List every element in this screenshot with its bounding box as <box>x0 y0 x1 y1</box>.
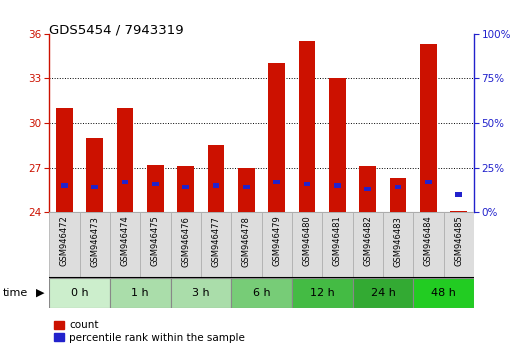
Bar <box>413 278 474 308</box>
Bar <box>238 168 255 212</box>
Bar <box>420 44 437 212</box>
Bar <box>425 180 432 184</box>
Bar <box>61 183 68 188</box>
Bar <box>390 178 407 212</box>
Bar <box>443 212 474 278</box>
Bar <box>231 212 262 278</box>
Bar <box>152 182 159 186</box>
Text: 3 h: 3 h <box>192 288 210 298</box>
Text: GSM946475: GSM946475 <box>151 216 160 267</box>
Text: GSM946478: GSM946478 <box>242 216 251 267</box>
Bar <box>91 185 98 189</box>
Bar <box>49 278 110 308</box>
Text: GSM946473: GSM946473 <box>90 216 99 267</box>
Bar <box>56 108 73 212</box>
Legend: count, percentile rank within the sample: count, percentile rank within the sample <box>54 320 245 343</box>
Text: GSM946479: GSM946479 <box>272 216 281 267</box>
Bar <box>110 278 170 308</box>
Bar <box>274 180 280 184</box>
Bar <box>365 187 371 191</box>
Bar <box>208 145 224 212</box>
Bar <box>451 211 467 212</box>
Text: GSM946477: GSM946477 <box>211 216 221 267</box>
Text: GSM946476: GSM946476 <box>181 216 190 267</box>
Bar <box>322 212 353 278</box>
Bar <box>262 212 292 278</box>
Bar <box>243 185 250 189</box>
Bar <box>413 212 443 278</box>
Text: ▶: ▶ <box>36 288 44 298</box>
Text: GSM946472: GSM946472 <box>60 216 69 267</box>
Text: GSM946484: GSM946484 <box>424 216 433 267</box>
Bar <box>329 78 346 212</box>
Bar <box>182 185 189 189</box>
Text: GSM946482: GSM946482 <box>363 216 372 267</box>
Bar <box>140 212 170 278</box>
Text: 48 h: 48 h <box>431 288 456 298</box>
Bar <box>299 41 315 212</box>
Text: GSM946481: GSM946481 <box>333 216 342 267</box>
Bar <box>383 212 413 278</box>
Text: 6 h: 6 h <box>253 288 270 298</box>
Text: 12 h: 12 h <box>310 288 335 298</box>
Bar <box>170 212 201 278</box>
Bar <box>292 278 353 308</box>
Text: 1 h: 1 h <box>132 288 149 298</box>
Bar <box>353 212 383 278</box>
Bar <box>170 278 231 308</box>
Bar <box>147 165 164 212</box>
Bar <box>334 183 341 188</box>
Bar <box>110 212 140 278</box>
Bar <box>395 185 401 189</box>
Bar <box>177 166 194 212</box>
Text: GSM946480: GSM946480 <box>303 216 312 267</box>
Bar <box>353 278 413 308</box>
Text: GSM946485: GSM946485 <box>454 216 463 267</box>
Text: 0 h: 0 h <box>71 288 89 298</box>
Bar <box>201 212 231 278</box>
Bar <box>122 180 128 184</box>
Bar <box>231 278 292 308</box>
Text: GSM946474: GSM946474 <box>121 216 130 267</box>
Bar <box>80 212 110 278</box>
Text: GSM946483: GSM946483 <box>394 216 402 267</box>
Bar <box>359 166 376 212</box>
Text: 24 h: 24 h <box>370 288 395 298</box>
Bar <box>49 212 80 278</box>
Bar <box>117 108 134 212</box>
Bar <box>268 63 285 212</box>
Bar <box>87 138 103 212</box>
Bar <box>455 193 462 196</box>
Bar <box>292 212 322 278</box>
Text: time: time <box>3 288 28 298</box>
Bar <box>304 182 310 186</box>
Bar <box>213 183 220 188</box>
Text: GDS5454 / 7943319: GDS5454 / 7943319 <box>49 23 184 36</box>
